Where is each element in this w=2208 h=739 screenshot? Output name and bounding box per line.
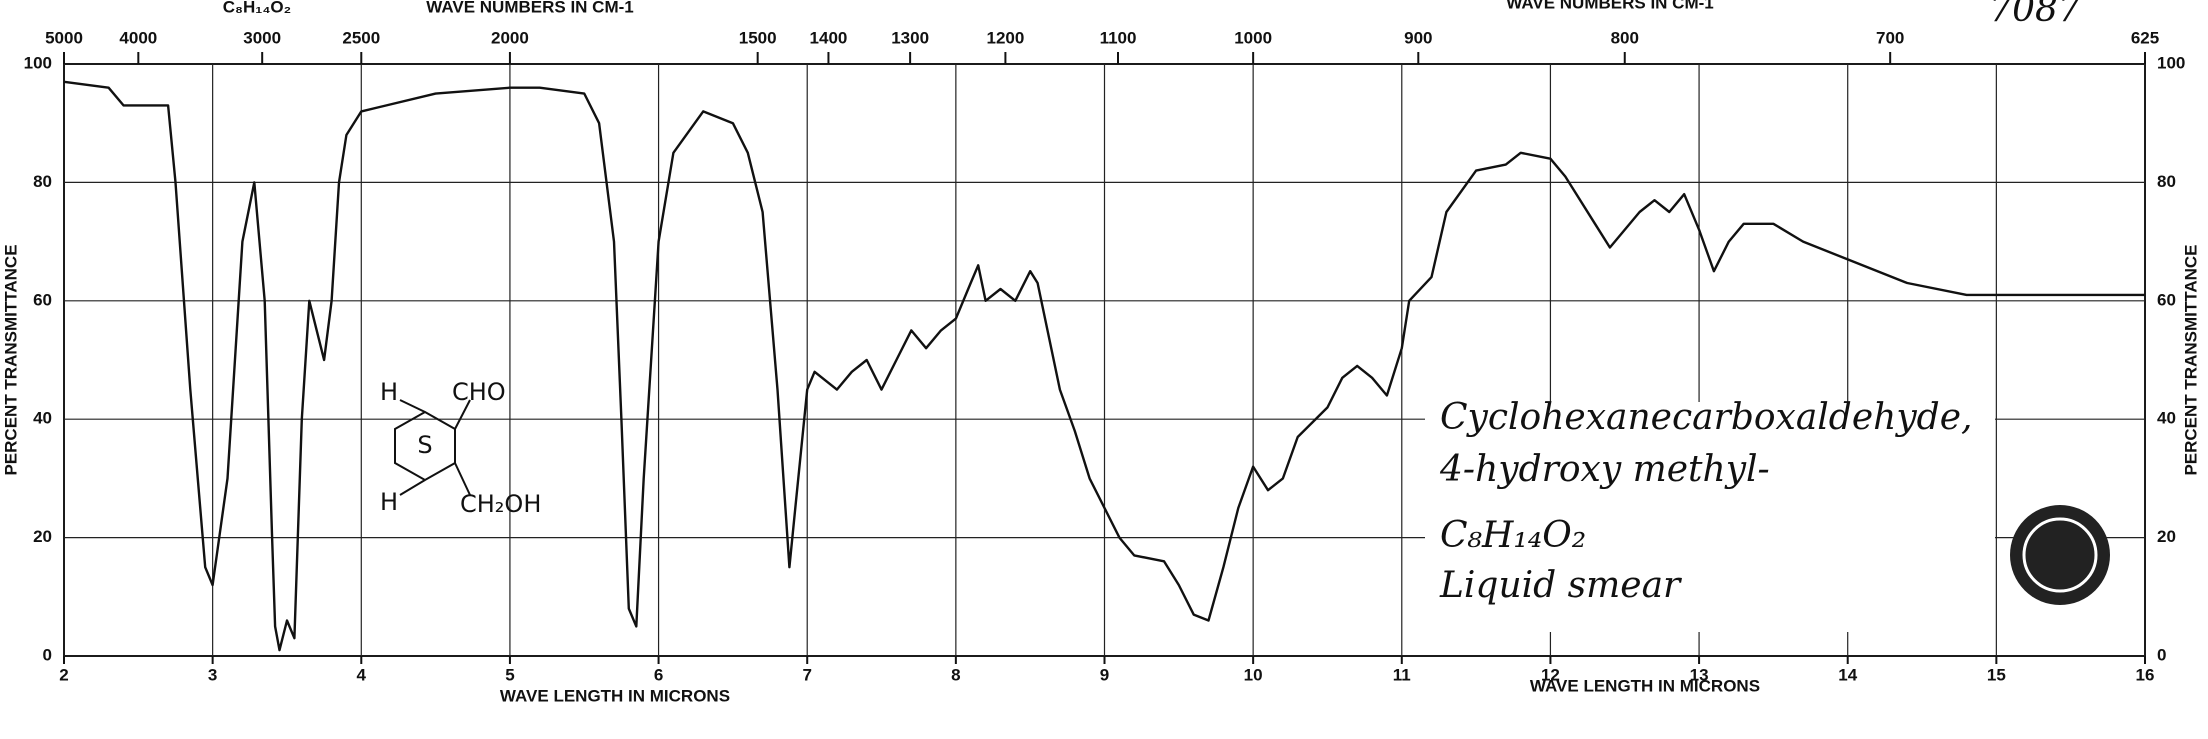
y-tick-label: 60 xyxy=(2157,290,2176,309)
annotation: 4-hydroxy methyl- xyxy=(1439,449,1770,490)
annotation-box xyxy=(1425,402,1995,632)
header-formula: C₈H₁₄O₂ xyxy=(223,0,291,16)
top-tick-label: 1300 xyxy=(891,28,929,47)
top-tick-label: 2500 xyxy=(342,28,380,47)
annotation: Liquid smear xyxy=(1439,565,1682,606)
annotation: Cyclohexanecarboxaldehyde, xyxy=(1440,397,1972,438)
x-tick-label: 6 xyxy=(654,665,663,684)
top-axis-label: WAVE NUMBERS IN CM-1 xyxy=(426,0,633,16)
x-tick-label: 9 xyxy=(1100,665,1109,684)
top-axis-label: WAVE NUMBERS IN CM-1 xyxy=(1506,0,1713,12)
atom-label: H xyxy=(380,488,398,516)
top-tick-label: 900 xyxy=(1404,28,1432,47)
group-label: CHO xyxy=(452,378,506,406)
logo-ring xyxy=(2022,517,2098,593)
ring-label: S xyxy=(417,431,432,459)
x-tick-label: 5 xyxy=(505,665,514,684)
y-tick-label: 100 xyxy=(2157,53,2185,72)
x-tick-label: 7 xyxy=(802,665,811,684)
x-tick-label: 13 xyxy=(1690,665,1709,684)
y-tick-label: 100 xyxy=(24,53,52,72)
y-tick-label: 80 xyxy=(33,172,52,191)
top-tick-label: 1200 xyxy=(986,28,1024,47)
x-tick-label: 14 xyxy=(1838,665,1857,684)
group-label: CH₂OH xyxy=(460,490,541,518)
top-tick-label: 4000 xyxy=(119,28,157,47)
y-tick-label: 40 xyxy=(2157,409,2176,428)
x-axis-label: WAVE LENGTH IN MICRONS xyxy=(500,686,730,705)
y-tick-label: 60 xyxy=(33,290,52,309)
bond xyxy=(454,399,471,430)
y-tick-label: 0 xyxy=(43,645,52,664)
y-tick-label: 20 xyxy=(2157,527,2176,546)
structure: H CHO S H CH₂OH xyxy=(380,378,541,518)
y-axis-label: PERCENT TRANSMITTANCE xyxy=(2181,244,2200,475)
x-axis-label: WAVE LENGTH IN MICRONS xyxy=(1530,676,1760,695)
top-tick-label: 800 xyxy=(1611,28,1639,47)
top-tick-label: 1500 xyxy=(739,28,777,47)
x-tick-label: 16 xyxy=(2136,665,2155,684)
top-tick-label: 1000 xyxy=(1234,28,1272,47)
top-tick-label: 1400 xyxy=(810,28,848,47)
x-tick-label: 3 xyxy=(208,665,217,684)
y-tick-label: 0 xyxy=(2157,645,2166,664)
y-tick-label: 40 xyxy=(33,409,52,428)
spectrum-line xyxy=(63,80,2145,652)
x-tick-label: 11 xyxy=(1393,665,1411,684)
x-tick-label: 10 xyxy=(1244,665,1263,684)
y-tick-label: 80 xyxy=(2157,172,2176,191)
bond xyxy=(454,462,471,496)
top-tick-label: 625 xyxy=(2131,28,2159,47)
logo xyxy=(2010,505,2110,605)
top-tick-label: 3000 xyxy=(243,28,281,47)
atom-label: H xyxy=(380,378,398,406)
bond xyxy=(399,399,426,413)
top-tick-label: 5000 xyxy=(45,28,83,47)
top-tick-label: 1100 xyxy=(1100,28,1137,47)
x-tick-label: 12 xyxy=(1541,665,1560,684)
top-tick-label: 700 xyxy=(1876,28,1904,47)
x-tick-label: 8 xyxy=(951,665,960,684)
x-tick-label: 2 xyxy=(59,665,68,684)
y-axis-label: PERCENT TRANSMITTANCE xyxy=(1,244,20,475)
x-tick-label: 15 xyxy=(1987,665,2006,684)
y-tick-label: 20 xyxy=(33,527,52,546)
bond xyxy=(399,479,426,496)
annotation: C₈H₁₄O₂ xyxy=(1440,515,1586,556)
top-tick-label: 2000 xyxy=(491,28,529,47)
catalog-number: 7087 xyxy=(1989,0,2081,30)
x-tick-label: 4 xyxy=(357,665,367,684)
